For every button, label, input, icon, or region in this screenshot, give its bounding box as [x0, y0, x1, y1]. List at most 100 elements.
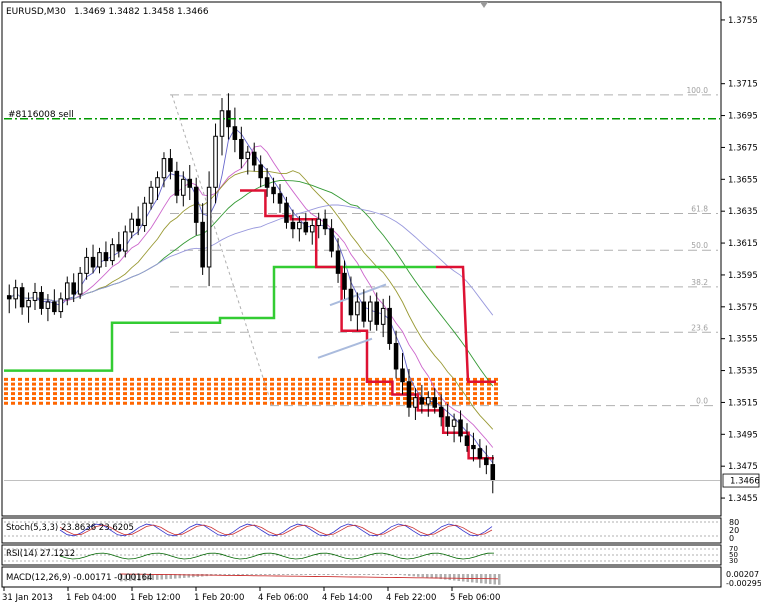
current-price-box [722, 473, 760, 488]
candle-body [335, 250, 341, 274]
candle-body [471, 444, 476, 450]
macd-histogram-bar [363, 574, 366, 575]
macd-histogram-bar [237, 574, 240, 575]
candle-body [464, 435, 470, 446]
fib-level-label: 100.0 [687, 86, 709, 95]
macd-histogram-bar [385, 574, 388, 575]
chart-shift-marker[interactable] [480, 2, 488, 8]
macd-scale-top: 0.00207 [726, 570, 759, 579]
macd-histogram-bar [381, 574, 384, 575]
price-axis: 1.3755 1.3715 1.3695 1.3675 1.3655 1.3635 1.36… [721, 16, 758, 504]
macd-histogram-bar [219, 574, 222, 576]
candle-body [77, 272, 83, 295]
time-tick-label: 31 Jan 2013 [2, 593, 53, 603]
resistance-zone [4, 377, 498, 405]
candle-body [58, 298, 64, 313]
macd-histogram-bar [498, 574, 501, 585]
macd-histogram-bar [444, 574, 447, 580]
macd-histogram-bar [120, 574, 123, 582]
macd-histogram-bar [457, 574, 460, 582]
macd-histogram-bar [435, 574, 438, 579]
macd-histogram-bar [246, 574, 249, 575]
macd-histogram-bar [340, 574, 343, 575]
candle-body [438, 406, 444, 418]
macd-histogram-bar [183, 574, 186, 578]
candle-body [322, 218, 328, 230]
candle-body [155, 177, 160, 188]
macd-histogram-bar [430, 574, 433, 579]
rsi-scale-70: 70 [729, 545, 738, 553]
price-tick-label: 1.3655 [728, 175, 758, 185]
macd-histogram-bar [462, 574, 465, 582]
macd-histogram-bar [313, 574, 316, 575]
macd-signal-line [119, 573, 499, 580]
time-tick-label: 4 Feb 22:00 [386, 593, 436, 603]
candle-body [187, 178, 193, 188]
macd-histogram-bar [187, 574, 190, 578]
macd-histogram-bar [318, 574, 321, 575]
macd-histogram-bar [408, 574, 411, 576]
macd-histogram-bar [264, 574, 267, 575]
fib-trend-line [171, 94, 273, 406]
candle-body [419, 397, 425, 405]
macd-histogram-bar [372, 574, 375, 575]
candle-body [290, 221, 296, 230]
macd-histogram-bar [376, 574, 379, 575]
macd-histogram-bar [232, 574, 235, 575]
candle-body [219, 110, 225, 137]
rsi-panel [4, 548, 720, 562]
ohlc-values: 1.3469 1.3482 1.3458 1.3466 [74, 7, 209, 17]
stoch-d-line [59, 524, 493, 536]
candlesticks [6, 93, 496, 494]
candle-body [451, 419, 457, 427]
time-tick-label: 4 Feb 14:00 [322, 593, 372, 603]
macd-histogram-bar [273, 574, 276, 575]
stoch-k-line [59, 523, 493, 537]
price-tick-label: 1.3695 [728, 112, 758, 122]
macd-histogram-bar [250, 574, 253, 575]
moving-average-line [8, 145, 494, 448]
macd-histogram-bar [147, 574, 150, 581]
macd-histogram-bar [228, 574, 231, 575]
candle-body [71, 282, 76, 295]
candle-body [116, 244, 122, 252]
candle-body [251, 151, 257, 166]
candle-body [393, 342, 399, 370]
candle-body [90, 256, 96, 268]
fib-level-label: 23.6 [691, 323, 708, 332]
candle-body [13, 287, 18, 300]
price-tick-label: 1.3595 [728, 271, 758, 281]
macd-histogram-bar [291, 574, 294, 575]
macd-histogram-bar [336, 574, 339, 575]
candle-body [110, 244, 115, 262]
trailing-stop-red [240, 189, 494, 460]
macd-histogram-bar [309, 574, 312, 575]
macd-histogram-bar [169, 574, 172, 579]
candle-body [174, 170, 180, 196]
price-tick-label: 1.3675 [728, 143, 758, 153]
macd-histogram-bar [426, 574, 429, 578]
candle-body [329, 228, 334, 252]
candle-body [206, 186, 212, 268]
price-tick-label: 1.3615 [728, 239, 758, 249]
macd-histogram-bar [151, 574, 154, 581]
macd-histogram-bar [156, 574, 159, 580]
candle-body [181, 178, 186, 196]
stoch-panel-frame [1, 517, 722, 544]
macd-histogram-bar [399, 574, 402, 575]
candle-body [245, 151, 251, 160]
price-tick-label: 1.3455 [728, 494, 758, 504]
macd-histogram-bar [453, 574, 456, 581]
candle-body [445, 416, 450, 427]
macd-histogram-bar [390, 574, 393, 575]
stoch-label: Stoch(5,3,3) 23.8636 23.6205 [6, 523, 134, 533]
candle-body [355, 301, 360, 316]
macd-histogram-bar [345, 574, 348, 575]
macd-histogram-bar [403, 574, 406, 576]
macd-histogram-bar [327, 574, 330, 575]
candle-body [426, 397, 431, 405]
macd-histogram-bar [493, 574, 496, 585]
moving-average-line [8, 127, 494, 464]
